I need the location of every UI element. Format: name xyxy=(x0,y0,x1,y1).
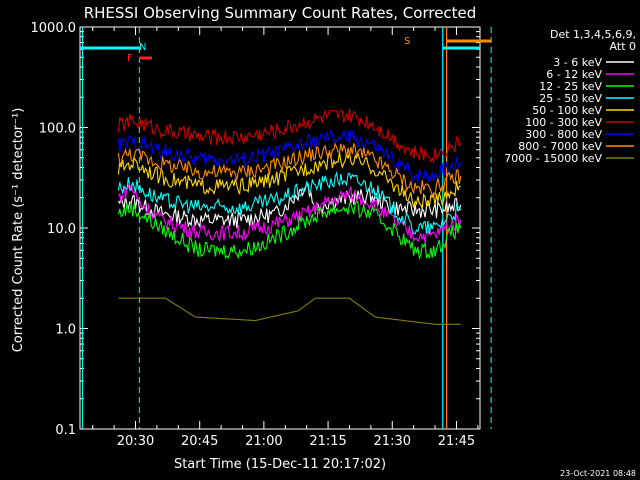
series-line-9 xyxy=(118,297,461,325)
x-tick-label: 21:45 xyxy=(438,434,475,449)
legend-header-line: Att 0 xyxy=(610,40,636,53)
y-tick-label: 10.0 xyxy=(47,222,76,237)
series-line-7 xyxy=(117,128,462,183)
y-tick-label: 0.1 xyxy=(55,423,76,438)
legend-label: 6 - 12 keV xyxy=(546,68,602,81)
x-tick-label: 20:30 xyxy=(117,434,154,449)
chart-title: RHESSI Observing Summary Count Rates, Co… xyxy=(84,4,477,22)
plot-frame xyxy=(79,26,481,430)
x-tick-label: 21:15 xyxy=(309,434,346,449)
legend-header-line: Det 1,3,4,5,6,9, xyxy=(550,28,636,41)
y-axis-label: Corrected Count Rate (s⁻¹ detector⁻¹) xyxy=(11,108,26,353)
x-tick-label: 21:00 xyxy=(245,434,282,449)
legend-label: 3 - 6 keV xyxy=(553,56,602,69)
x-axis-ticks: 20:30 20:45 21:00 21:15 21:30 21:45 xyxy=(92,27,479,449)
legend-label: 7000 - 15000 keV xyxy=(504,152,602,165)
x-tick-label: 20:45 xyxy=(181,434,218,449)
legend-label: 12 - 25 keV xyxy=(539,80,602,93)
marker-label-n: N xyxy=(139,42,146,53)
y-tick-label: 1000.0 xyxy=(31,21,77,36)
time-markers: NF S xyxy=(80,27,492,429)
legend-label: 25 - 50 keV xyxy=(539,92,602,105)
marker-label-f: F xyxy=(127,53,133,64)
y-tick-label: 100.0 xyxy=(39,122,76,137)
legend-label: 300 - 800 keV xyxy=(525,128,602,141)
series-line-8 xyxy=(117,142,462,198)
footer-timestamp: 23-Oct-2021 08:48 xyxy=(560,469,636,478)
series-lines xyxy=(117,108,462,325)
y-tick-label: 1.0 xyxy=(55,323,76,338)
legend-label: 50 - 100 keV xyxy=(532,104,602,117)
legend-label: 100 - 300 keV xyxy=(525,116,602,129)
series-line-5 xyxy=(117,151,461,209)
marker-label-s: S xyxy=(404,36,410,47)
y-axis-ticks: 0.1 1.0 10.0 100.0 1000.0 xyxy=(31,21,480,438)
series-line-4 xyxy=(117,170,462,235)
series-line-3 xyxy=(117,200,462,261)
series-line-6 xyxy=(117,108,462,165)
x-tick-label: 21:30 xyxy=(374,434,411,449)
legend-label: 800 - 7000 keV xyxy=(518,140,602,153)
x-axis-label: Start Time (15-Dec-11 20:17:02) xyxy=(174,457,386,472)
